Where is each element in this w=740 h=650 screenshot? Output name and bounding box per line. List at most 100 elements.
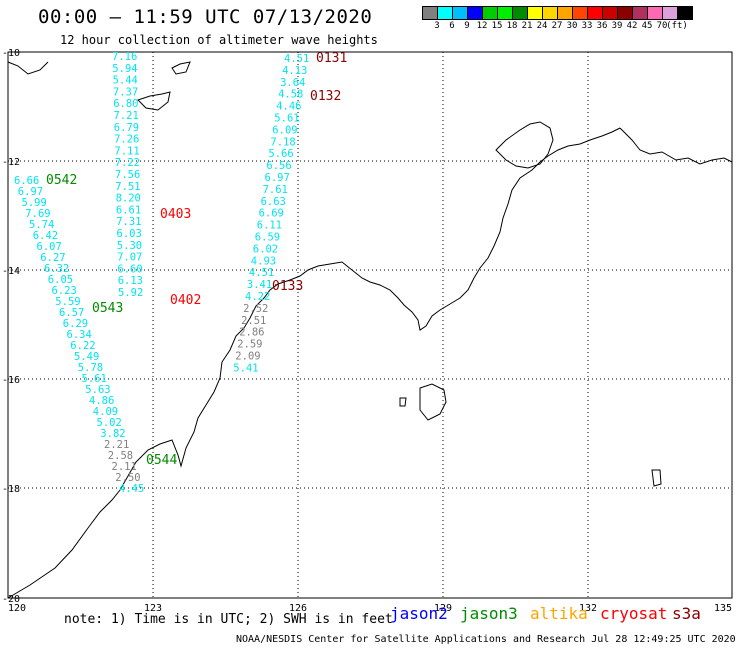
- swh-value: 5.99: [22, 197, 47, 209]
- legend-label: 70: [656, 21, 668, 31]
- color-legend: 3 6 9 12 15 18 21 24 27 30 33 36 39 42 45 70 (ft): [422, 6, 693, 32]
- coast-segment: [7, 61, 49, 75]
- swh-value: 6.09: [272, 124, 297, 136]
- coast-segment: [399, 397, 407, 407]
- swh-value: 3.41: [247, 279, 272, 291]
- legend-label: 36: [596, 21, 608, 31]
- swh-value: 4.09: [93, 406, 118, 418]
- legend-label: 45: [641, 21, 653, 31]
- legend-label: 42: [626, 21, 638, 31]
- lat-tick-label: -10: [2, 48, 20, 59]
- swh-value: 6.02: [253, 243, 278, 255]
- swh-value: 4.93: [251, 255, 276, 267]
- swh-value: 5.92: [118, 287, 143, 299]
- coast-segment: [419, 383, 447, 421]
- lat-lon-grid: [8, 52, 732, 598]
- swh-value: 6.97: [18, 186, 43, 198]
- swh-value: 2.50: [115, 472, 140, 484]
- legend-label: 18: [506, 21, 518, 31]
- legend-label: 33: [581, 21, 593, 31]
- swh-value: 4.51: [284, 53, 309, 65]
- swh-value: 5.61: [274, 113, 299, 125]
- swh-value: 6.29: [63, 318, 88, 330]
- swh-value: 5.59: [55, 296, 80, 308]
- swh-value: 6.11: [257, 220, 282, 232]
- units-note: note: 1) Time is in UTC; 2) SWH is in fe…: [64, 612, 393, 627]
- lon-tick-label: 129: [434, 603, 452, 614]
- swh-value: 4.51: [249, 267, 274, 279]
- swh-value: 7.07: [117, 252, 142, 264]
- swh-value: 7.11: [114, 145, 139, 157]
- swh-value: 8.20: [116, 193, 141, 205]
- lat-tick-label: -18: [2, 484, 20, 495]
- lat-tick-label: -16: [2, 375, 20, 386]
- swh-value: 6.03: [117, 228, 142, 240]
- swh-value: 4.22: [245, 291, 270, 303]
- lon-tick-label: 123: [144, 603, 162, 614]
- legend-label: 39: [611, 21, 623, 31]
- swh-value: 6.27: [40, 252, 65, 264]
- swh-value: 6.80: [113, 98, 138, 110]
- swh-value: 2.21: [104, 439, 129, 451]
- swh-value: 5.66: [268, 148, 293, 160]
- legend-label: 3: [434, 21, 440, 31]
- swh-value: 7.18: [270, 136, 295, 148]
- coast-segment: [7, 127, 621, 599]
- swh-value: 2.59: [237, 339, 262, 351]
- legend-label: 27: [551, 21, 563, 31]
- swh-value: 5.94: [112, 63, 137, 75]
- swh-value: 3.82: [100, 428, 125, 440]
- coast-segment: [137, 91, 171, 111]
- satellite-altika: altika: [530, 604, 588, 623]
- swh-value: 2.52: [243, 303, 268, 315]
- pass-label: 0132: [310, 89, 341, 104]
- swh-value: 6.13: [118, 275, 143, 287]
- axis-labels: 120 123 126 129 132 135 -10 -12 -14 -16 -18 -20: [2, 48, 732, 614]
- swh-value: 4.45: [119, 483, 144, 495]
- legend-labels: 3 6 9 12 15 18 21 24 27 30 33 36 39 42 45 70 (ft): [422, 20, 692, 32]
- swh-value: 6.42: [33, 230, 58, 242]
- swh-value: 7.16: [112, 51, 137, 63]
- legend-label: 24: [536, 21, 548, 31]
- swh-value: 7.22: [115, 157, 140, 169]
- pass-labels: 0131 0132 0542 0403 0402 0133 0543 0544: [46, 51, 347, 468]
- legend-label: 9: [464, 21, 470, 31]
- swh-value: 5.44: [113, 75, 138, 87]
- swh-value: 2.11: [112, 461, 137, 473]
- swh-value: 3.64: [280, 77, 305, 89]
- lat-tick-label: -14: [2, 266, 20, 277]
- swh-value: 5.30: [117, 240, 142, 252]
- lat-tick-label: -12: [2, 157, 20, 168]
- satellite-s3a: s3a: [672, 604, 701, 623]
- coast-segment: [171, 61, 191, 75]
- swh-value: 6.59: [255, 232, 280, 244]
- swh-value: 6.66: [14, 175, 39, 187]
- lon-tick-label: 120: [8, 603, 26, 614]
- swh-value: 5.41: [233, 362, 258, 374]
- swh-value: 7.26: [114, 134, 139, 146]
- swh-value: 7.37: [113, 86, 138, 98]
- lat-tick-label: -20: [2, 594, 20, 605]
- swh-value: 5.78: [78, 362, 103, 374]
- swh-value: 2.86: [239, 327, 264, 339]
- pass-label: 0543: [92, 301, 123, 316]
- legend-label: 12: [476, 21, 488, 31]
- swh-value: 2.09: [235, 351, 260, 363]
- lon-tick-label: 132: [579, 603, 597, 614]
- swh-value: 6.61: [116, 204, 141, 216]
- satellite-jason3: jason3: [460, 604, 518, 623]
- legend-swatches: [422, 6, 693, 20]
- swh-value: 6.32: [44, 263, 69, 275]
- swh-value: 4.46: [276, 101, 301, 113]
- coast-segment: [495, 121, 554, 169]
- swh-value: 6.07: [37, 241, 62, 253]
- swh-value: 4.58: [278, 89, 303, 101]
- footer-credit: NOAA/NESDIS Center for Satellite Applica…: [236, 634, 736, 645]
- pass-label: 0544: [146, 453, 177, 468]
- swh-value: 7.51: [115, 181, 140, 193]
- satellite-cryosat: cryosat: [600, 604, 668, 623]
- swh-value: 7.21: [114, 110, 139, 122]
- swh-value: 2.51: [241, 315, 266, 327]
- swh-value: 6.69: [259, 208, 284, 220]
- swh-value: 7.56: [115, 169, 140, 181]
